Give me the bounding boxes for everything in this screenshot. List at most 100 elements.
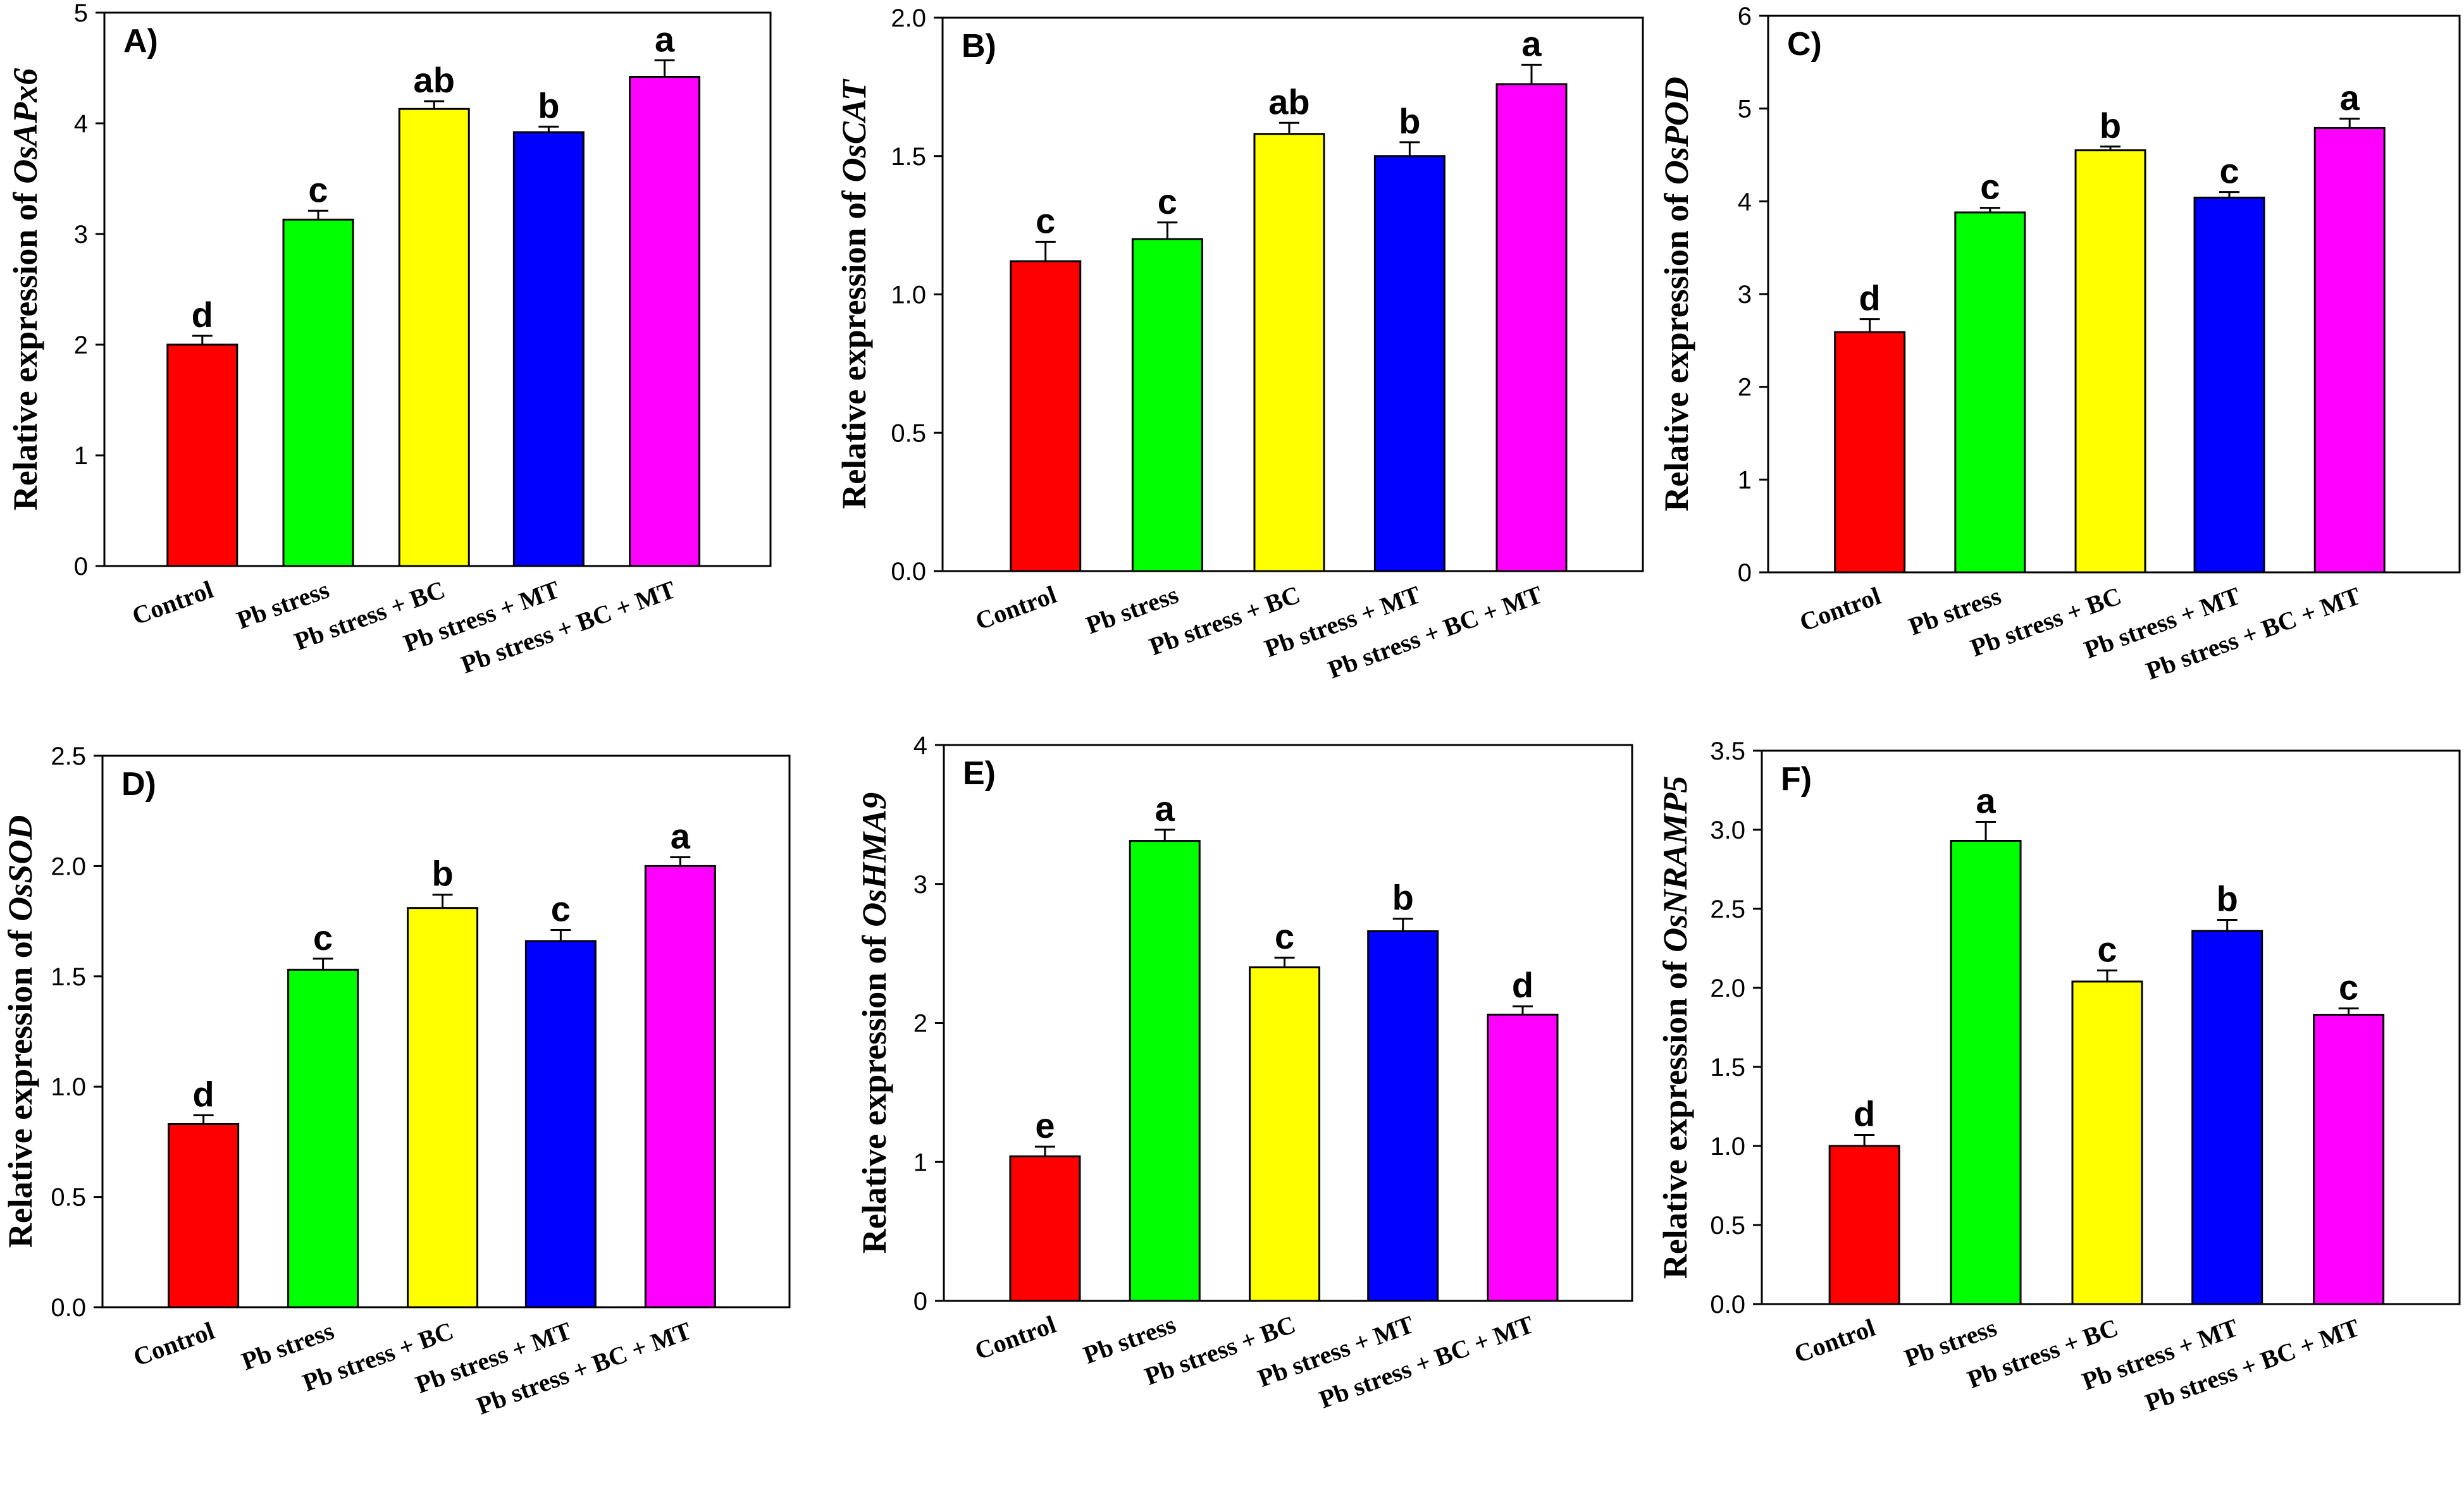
y-tick-label: 2	[1738, 374, 1752, 402]
error-bar	[1035, 240, 1056, 261]
significance-letter: e	[1035, 1105, 1055, 1145]
error-bar	[2100, 145, 2121, 151]
error-bar	[1274, 956, 1295, 968]
error-bar	[1278, 121, 1299, 134]
error-bar	[2219, 191, 2240, 198]
significance-letter: a	[671, 816, 691, 856]
bar-pb-stress-bc-mt	[2313, 1014, 2385, 1305]
y-tick-label: 0.0	[891, 558, 926, 586]
x-tick-label: Pb stress + BC + MT	[473, 1316, 695, 1420]
y-tick-label: 1	[74, 442, 88, 470]
chart-panel-f: 0.0 0.5 1.0 1.5 2.0 2.5 3.0 3.5 Relative express…	[1656, 737, 2461, 1417]
y-tick-label: 5	[74, 0, 88, 27]
bar-control	[166, 343, 238, 567]
y-tick-label: 0.5	[51, 1184, 86, 1212]
significance-letter: d	[192, 295, 213, 335]
bar-control	[168, 1123, 240, 1308]
bar-pb-stress	[1131, 238, 1203, 572]
error-bar	[1976, 821, 1997, 841]
significance-letter: c	[2339, 968, 2358, 1007]
x-tick-label: Pb stress + BC + MT	[1315, 1310, 1537, 1414]
x-tick-label: Control	[1790, 1313, 1879, 1369]
y-tick-label: 1.0	[1710, 1133, 1745, 1161]
error-bar	[1034, 1145, 1055, 1157]
y-tick-label: 1.0	[51, 1073, 86, 1101]
bar-pb-stress-bc	[398, 108, 470, 567]
y-tick-label: 2.5	[51, 742, 86, 770]
y-axis-label: Relative expression of OsHMA9	[855, 792, 893, 1253]
error-bar	[424, 100, 445, 109]
error-bar	[1392, 918, 1413, 932]
significance-letter: c	[1158, 182, 1177, 221]
y-tick-label: 0.0	[1710, 1291, 1745, 1319]
significance-letter: b	[2100, 106, 2121, 145]
bar-pb-stress-mt	[2193, 196, 2265, 574]
bar-control	[1828, 1145, 1900, 1305]
significance-letter: b	[431, 854, 453, 894]
error-bar	[1859, 318, 1880, 333]
y-axis-label: Relative expression of OsCAT	[835, 78, 873, 509]
bar-pb-stress-mt	[512, 131, 585, 567]
y-tick-label: 2.0	[1710, 975, 1745, 1002]
panel-label: B)	[962, 28, 996, 65]
x-tick-label: Pb stress + BC + MT	[1324, 580, 1546, 684]
significance-letter: c	[551, 889, 571, 929]
chart-panel-e: 0 1 2 3 4 Relative expression of OsHMA9 E) e Con…	[855, 732, 1633, 1414]
y-axis-label: Relative expression of OsPOD	[1657, 77, 1695, 511]
significance-letter: d	[1512, 965, 1533, 1005]
y-tick-label: 0	[74, 553, 88, 581]
significance-letter: b	[1392, 878, 1414, 918]
y-tick-label: 3.0	[1710, 816, 1745, 844]
panel-label: E)	[963, 755, 996, 792]
y-tick-label: 2.0	[891, 4, 926, 32]
significance-letter: ab	[1268, 82, 1309, 121]
y-tick-label: 4	[74, 110, 88, 138]
error-bar	[2096, 970, 2117, 982]
y-tick-label: 1.5	[891, 143, 926, 171]
significance-letter: b	[2217, 879, 2238, 919]
bar-pb-stress-mt	[1367, 930, 1439, 1302]
error-bar	[654, 59, 675, 77]
bar-pb-stress	[1950, 840, 2022, 1305]
error-bar	[308, 209, 329, 220]
y-tick-label: 1.0	[891, 281, 926, 309]
x-tick-label: Control	[130, 1316, 218, 1372]
error-bar	[1979, 207, 2000, 212]
y-tick-label: 0.5	[1710, 1212, 1745, 1240]
significance-letter: d	[1854, 1094, 1875, 1134]
x-tick-label: Control	[971, 1310, 1060, 1365]
significance-letter: b	[1399, 101, 1420, 141]
bar-pb-stress-bc	[2071, 980, 2143, 1305]
significance-letter: c	[1275, 916, 1294, 956]
significance-letter: c	[308, 169, 328, 209]
significance-letter: a	[1976, 781, 1996, 821]
y-tick-label: 3	[913, 871, 927, 899]
bar-pb-stress-mt	[2191, 930, 2263, 1305]
y-tick-label: 0	[1738, 559, 1752, 587]
bar-control	[1834, 331, 1906, 574]
y-tick-label: 0.0	[51, 1294, 86, 1322]
error-bar	[313, 957, 333, 970]
error-bar	[2338, 1007, 2359, 1015]
panel-label: F)	[1781, 761, 1812, 797]
significance-letter: a	[655, 19, 675, 59]
panel-label: C)	[1787, 26, 1822, 63]
bar-pb-stress-bc	[407, 907, 479, 1308]
y-axis-label: Relative expression of OsNRAMP5	[1656, 776, 1694, 1279]
significance-letter: c	[313, 918, 333, 957]
y-tick-label: 5	[1738, 95, 1752, 123]
bar-pb-stress	[1129, 840, 1201, 1302]
y-tick-label: 0.5	[891, 419, 926, 447]
chart-panel-b: 0.0 0.5 1.0 1.5 2.0 Relative expression of Os…	[835, 4, 1644, 684]
chart-panel-a: 0 1 2 3 4 5 Relative expression of OsAPx6 A) d Co…	[6, 0, 772, 679]
chart-panel-c: 0 1 2 3 4 5 6 Relative expression of OsPOD C) d Co…	[1657, 3, 2461, 686]
bar-pb-stress-bc-mt	[629, 76, 701, 567]
y-tick-label: 0	[913, 1288, 927, 1315]
significance-letter: d	[1859, 278, 1881, 318]
bar-pb-stress-bc-mt	[1495, 83, 1568, 572]
y-tick-label: 2	[913, 1010, 927, 1038]
error-bar	[1399, 141, 1420, 156]
error-bar	[1157, 221, 1178, 239]
panel-label: A)	[123, 23, 158, 59]
